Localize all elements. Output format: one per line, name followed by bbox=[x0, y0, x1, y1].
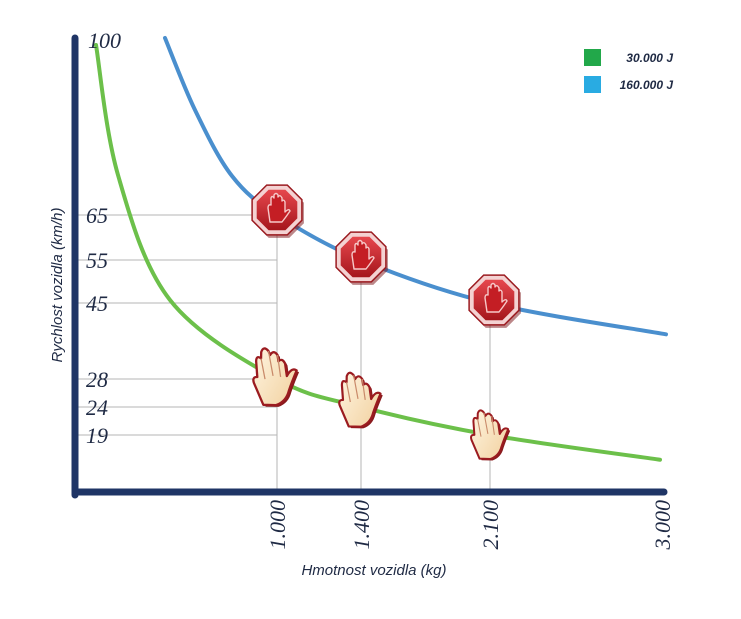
hand-icon bbox=[338, 371, 383, 429]
hand-icon bbox=[470, 409, 511, 461]
stop-sign-icon bbox=[251, 184, 304, 238]
y-tick-label: 19 bbox=[86, 423, 108, 448]
y-tick-label: 55 bbox=[86, 248, 108, 273]
y-tick-label: 65 bbox=[86, 203, 108, 228]
x-tick-label: 1.400 bbox=[349, 500, 374, 550]
stop-sign-icon bbox=[335, 231, 388, 285]
ticks-layer: 100 65 55 45 28 24 19 1.000 1.400 2.100 3.000 bbox=[86, 28, 675, 551]
y-tick-label: 24 bbox=[86, 395, 108, 420]
legend-label: 30.000 J bbox=[626, 51, 673, 65]
y-axis-title: Rychlost vozidla (km/h) bbox=[49, 207, 66, 362]
legend-label: 160.000 J bbox=[620, 78, 674, 92]
axes bbox=[71, 34, 668, 499]
markers-layer bbox=[251, 184, 521, 461]
y-tick-label: 100 bbox=[88, 28, 121, 53]
gridlines bbox=[75, 214, 491, 492]
y-tick-label: 45 bbox=[86, 291, 108, 316]
x-tick-label: 3.000 bbox=[650, 500, 675, 551]
x-tick-label: 1.000 bbox=[265, 500, 290, 550]
stop-sign-icon bbox=[468, 274, 521, 328]
legend-swatch bbox=[584, 76, 601, 93]
series-line-high-energy bbox=[163, 36, 668, 337]
legend-swatch bbox=[584, 49, 601, 66]
legend: 30.000 J 160.000 J bbox=[584, 49, 673, 93]
x-tick-label: 2.100 bbox=[478, 500, 503, 550]
y-tick-label: 28 bbox=[86, 367, 108, 392]
hand-icon bbox=[252, 347, 300, 407]
x-axis-title: Hmotnost vozidla (kg) bbox=[301, 562, 446, 579]
